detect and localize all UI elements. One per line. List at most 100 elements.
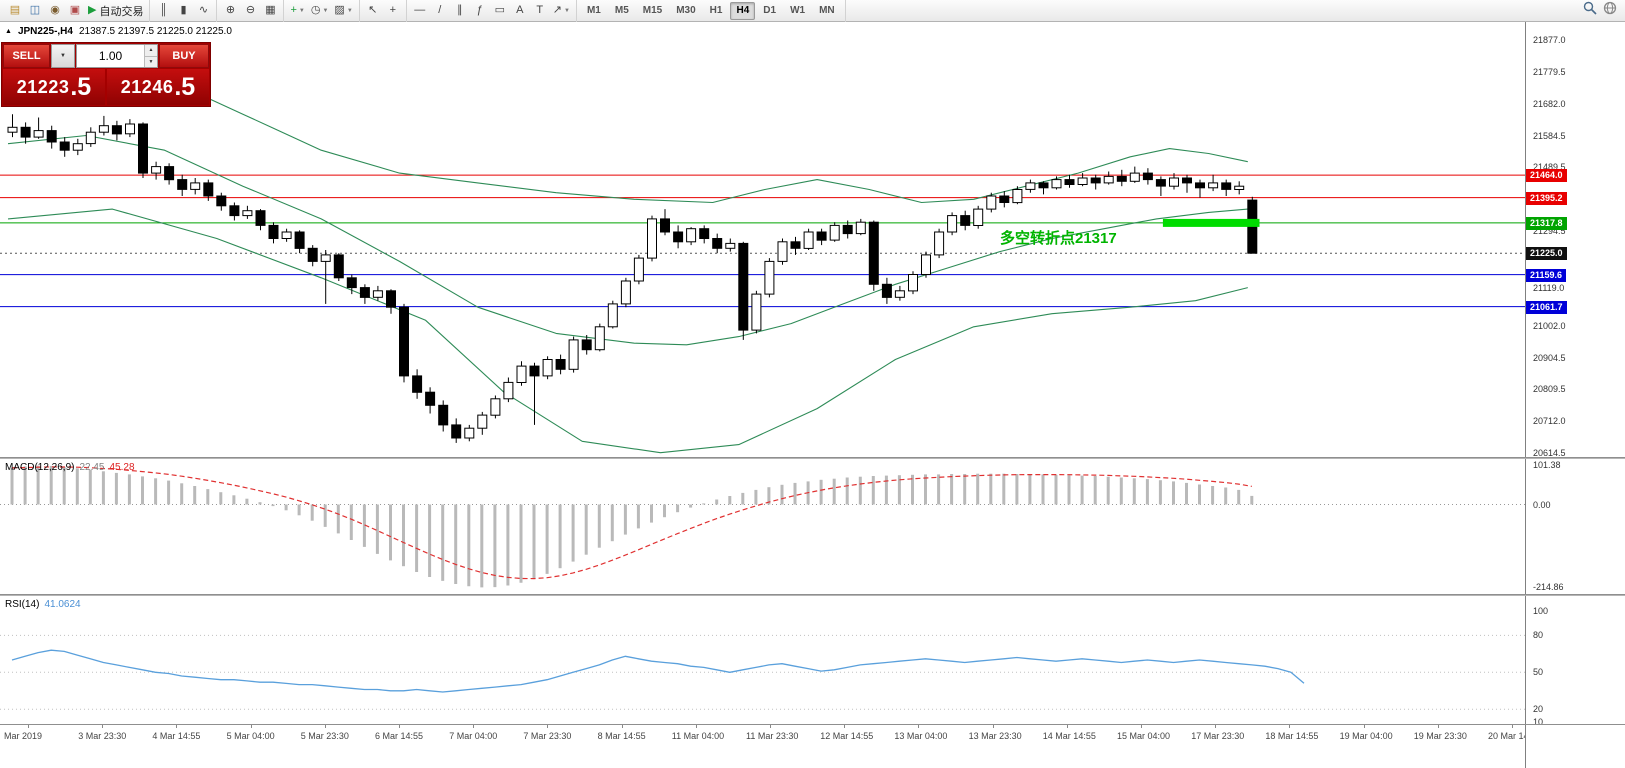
periods-button[interactable]: ◷ ▼ xyxy=(308,2,332,20)
time-axis-tick xyxy=(250,725,252,728)
crosshair-button[interactable]: + xyxy=(383,2,403,20)
equidistant-channel-button[interactable]: ∥ xyxy=(450,2,470,20)
pivot-annotation-text[interactable]: 多空转折点21317 xyxy=(1000,230,1117,247)
timeframe-m1-button[interactable]: M1 xyxy=(586,5,601,16)
equidistant-channel-icon: ∥ xyxy=(457,4,463,16)
volume-up-button[interactable]: ▲ xyxy=(145,45,157,56)
trendline-button[interactable]: / xyxy=(430,2,450,20)
templates-dropdown-caret[interactable]: ▼ xyxy=(346,7,353,14)
timeframe-m30-button[interactable]: M30 xyxy=(676,5,696,16)
level-price-tag: 21317.8 xyxy=(1526,216,1567,230)
chart-ohlc-values: 21387.5 21397.5 21225.0 21225.0 xyxy=(78,26,232,37)
bar-chart-button[interactable]: ║ xyxy=(153,2,173,20)
time-axis-tick xyxy=(176,725,178,728)
new-order-button[interactable]: ▤ xyxy=(5,2,25,20)
templates-button[interactable]: ▨ ▼ xyxy=(331,2,355,20)
time-axis-tick xyxy=(621,725,623,728)
time-axis-label: 5 Mar 04:00 xyxy=(226,731,275,741)
new-chart-button[interactable]: ◫ xyxy=(25,2,45,20)
tile-windows-icon: ▦ xyxy=(265,4,276,16)
time-axis[interactable]: Mar 2019 3 Mar 23:30 4 Mar 14:55 5 Mar 04:0… xyxy=(0,724,1541,768)
search-icon[interactable] xyxy=(1583,1,1597,20)
text-label-button[interactable]: T xyxy=(530,2,550,20)
periods-dropdown-caret[interactable]: ▼ xyxy=(322,7,329,14)
macd-indicator-canvas[interactable] xyxy=(0,459,1525,594)
time-axis-label: 12 Mar 14:55 xyxy=(820,731,874,741)
rsi-scale-label: 100 xyxy=(1533,605,1549,616)
sell-price-button[interactable]: 21223 .5 xyxy=(3,69,105,105)
time-axis-tick xyxy=(992,725,994,728)
rsi-name: RSI(14) xyxy=(5,599,40,610)
rsi-scale-label: 80 xyxy=(1533,630,1544,641)
horizontal-line-button[interactable]: — xyxy=(410,2,430,20)
time-axis-label: 11 Mar 23:30 xyxy=(746,731,799,741)
macd-scale-label: 0.00 xyxy=(1533,499,1551,510)
autotrading-label: 自动交易 xyxy=(99,5,144,18)
time-axis-label: 18 Mar 14:55 xyxy=(1265,731,1319,741)
buy-button[interactable]: BUY xyxy=(159,44,209,68)
macd-scale-label: -214.86 xyxy=(1533,582,1564,593)
arrows-button[interactable]: ↗ ▼ xyxy=(550,2,573,20)
text-button[interactable]: A xyxy=(510,2,530,20)
indicators-icon: + xyxy=(290,4,297,16)
macd-signal-value: 45.28 xyxy=(109,462,135,473)
time-axis-tick xyxy=(1512,725,1513,728)
volume-input[interactable] xyxy=(77,45,144,67)
rsi-indicator-canvas[interactable] xyxy=(0,596,1525,724)
arrows-dropdown-caret[interactable]: ▼ xyxy=(564,7,570,14)
timeframe-w1-button[interactable]: W1 xyxy=(790,5,806,16)
time-axis-tick xyxy=(695,725,697,728)
price-tick-label: 21584.5 xyxy=(1533,130,1566,141)
time-axis-tick xyxy=(324,725,326,728)
rsi-scale-label: 20 xyxy=(1533,704,1544,715)
buy-price-button[interactable]: 21246 .5 xyxy=(107,69,209,105)
volume-down-button[interactable]: ▼ xyxy=(145,55,157,67)
time-axis-label: 4 Mar 14:55 xyxy=(152,731,201,741)
price-axis[interactable]: 21877.0 21779.5 21682.0 21584.5 21489.5 21294… xyxy=(1525,22,1625,768)
timeframe-h1-button[interactable]: H1 xyxy=(709,5,723,16)
sell-price-frac: .5 xyxy=(70,72,92,101)
panel-separator xyxy=(0,724,1625,725)
time-axis-label: 5 Mar 23:30 xyxy=(300,731,349,741)
profiles-button[interactable]: ◉ xyxy=(45,2,65,20)
panel-separator[interactable] xyxy=(0,594,1625,596)
community-icon[interactable] xyxy=(1603,1,1617,20)
zoom-in-button[interactable]: ⊕ xyxy=(220,2,240,20)
time-axis-label: 14 Mar 14:55 xyxy=(1042,731,1096,741)
new-chart-icon: ◫ xyxy=(29,4,41,16)
timeframe-d1-button[interactable]: D1 xyxy=(763,5,777,16)
arrows-icon: ↗ xyxy=(552,4,562,16)
panel-separator[interactable] xyxy=(0,457,1625,459)
market-refresh-button[interactable]: ▣ xyxy=(65,2,85,20)
one-click-trade-panel: SELL ▼ ▲ ▼ BUY 21223 .5 21246 .5 xyxy=(1,42,211,107)
order-type-dropdown[interactable]: ▼ xyxy=(51,44,75,68)
time-axis-tick xyxy=(102,725,104,728)
cursor-icon: ↖ xyxy=(368,4,378,16)
shapes-icon: ▭ xyxy=(494,4,505,16)
time-axis-label: 11 Mar 04:00 xyxy=(671,731,725,741)
main-chart-canvas[interactable] xyxy=(0,22,1525,457)
timeframe-h4-button[interactable]: H4 xyxy=(730,1,756,20)
timeframe-m15-button[interactable]: M15 xyxy=(642,5,663,16)
autotrading-button[interactable]: ▶ 自动交易 xyxy=(85,2,146,20)
candlestick-chart-button[interactable]: ▮ xyxy=(173,2,193,20)
tile-windows-button[interactable]: ▦ xyxy=(260,2,280,20)
trade-panel-prices: 21223 .5 21246 .5 xyxy=(3,69,209,105)
price-tick-label: 21294.5 xyxy=(1533,225,1566,236)
time-axis-label: 8 Mar 14:55 xyxy=(597,731,646,741)
fibonacci-button[interactable]: ƒ xyxy=(470,2,490,20)
time-axis-tick xyxy=(473,725,475,728)
sell-button[interactable]: SELL xyxy=(3,44,50,68)
timeframe-m5-button[interactable]: M5 xyxy=(614,5,629,16)
shapes-button[interactable]: ▭ xyxy=(490,2,510,20)
text-icon: A xyxy=(516,4,524,16)
cursor-button[interactable]: ↖ xyxy=(363,2,383,20)
indicators-button[interactable]: + ▼ xyxy=(287,2,307,20)
level-price-tag: 21395.2 xyxy=(1526,191,1567,205)
timeframe-mn-button[interactable]: MN xyxy=(819,5,835,16)
toolbar-right-icons xyxy=(1583,1,1623,20)
fibonacci-icon: ƒ xyxy=(476,4,483,16)
indicators-dropdown-caret[interactable]: ▼ xyxy=(298,7,305,14)
line-chart-button[interactable]: ∿ xyxy=(193,2,213,20)
zoom-out-button[interactable]: ⊖ xyxy=(240,2,260,20)
